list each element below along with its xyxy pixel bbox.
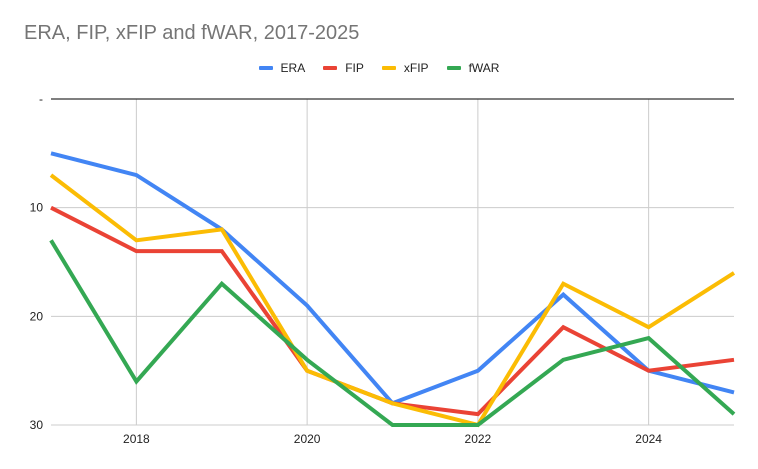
x-tick-label: 2018	[123, 432, 150, 446]
legend-label: FIP	[345, 61, 364, 75]
x-tick-label: 2024	[635, 432, 662, 446]
x-tick-label: 2020	[294, 432, 321, 446]
legend: ERA FIP xFIP fWAR	[0, 61, 758, 75]
y-tick-label: 10	[30, 201, 44, 215]
legend-item-xfip: xFIP	[381, 61, 429, 75]
legend-swatch	[381, 66, 396, 70]
grid-layer	[51, 98, 734, 426]
y-tick-label: -	[39, 92, 43, 106]
legend-swatch	[323, 66, 338, 70]
series-line-fwar	[49, 239, 736, 427]
legend-label: xFIP	[403, 61, 429, 75]
x-tick-label: 2022	[465, 432, 492, 446]
series-line-era	[50, 151, 735, 406]
legend-item-fip: FIP	[323, 61, 364, 75]
legend-label: ERA	[280, 61, 306, 75]
legend-item-era: ERA	[258, 61, 306, 75]
chart-title: ERA, FIP, xFIP and fWAR, 2017-2025	[24, 22, 360, 44]
y-tick-label: 30	[30, 418, 44, 432]
y-tick-label: 20	[30, 309, 44, 323]
legend-item-fwar: fWAR	[446, 61, 500, 75]
axis-layer: 2018 2020 2022 2024 - 10 20 30	[30, 92, 663, 446]
legend-swatch	[446, 66, 461, 70]
legend-swatch	[258, 66, 273, 70]
series-layer	[49, 151, 736, 428]
series-line-xfip	[49, 173, 736, 428]
legend-label: fWAR	[468, 61, 500, 75]
